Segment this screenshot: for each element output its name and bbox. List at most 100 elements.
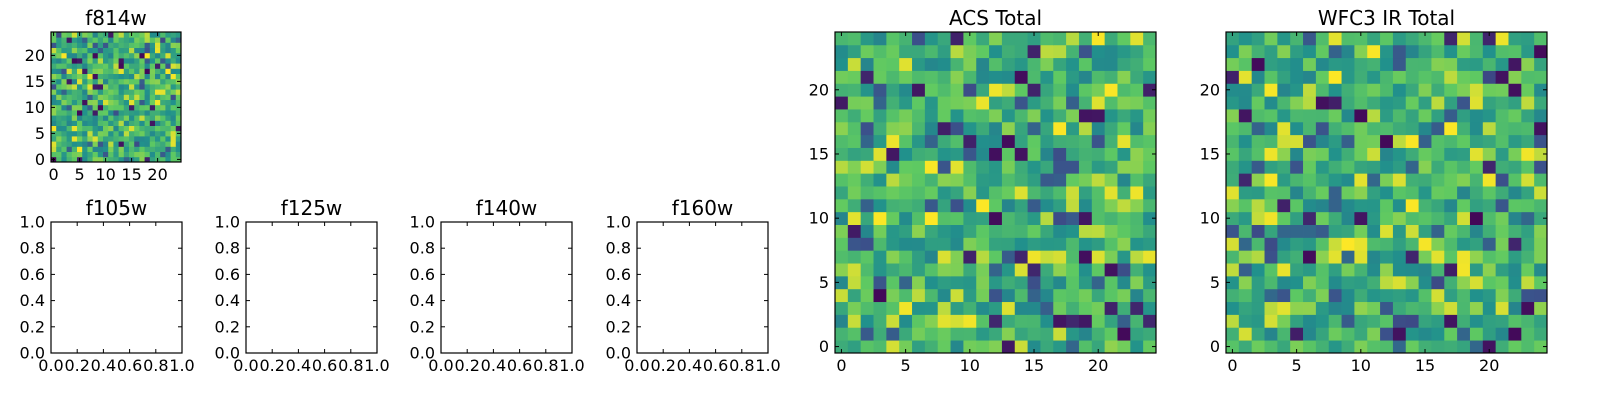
heatmap-cell [170,37,177,43]
heatmap-cell [1104,314,1118,328]
heatmap-cell [160,37,166,43]
heatmap-cell [1367,96,1381,110]
heatmap-cell [129,78,135,85]
heatmap-cell [1143,288,1157,303]
heatmap-cell [1405,173,1419,187]
heatmap-cell [1277,32,1291,46]
heatmap-cell [912,186,926,200]
heatmap-cell [1143,224,1157,238]
heatmap-cell [149,58,156,64]
heatmap-cell [123,84,130,90]
heatmap-cell [1431,70,1445,84]
heatmap-cell [149,63,156,69]
heatmap-cell [1367,340,1381,354]
heatmap-cell [1143,275,1157,290]
heatmap-cell [1290,57,1304,71]
heatmap-cell [886,57,900,71]
heatmap-cell [1226,314,1240,328]
heatmap-cell [847,198,862,213]
heatmap-cell [87,104,93,111]
heatmap-cell [129,73,135,80]
heatmap-cell [108,68,114,74]
heatmap-cell [1315,275,1330,290]
heatmap-cell [1290,109,1304,123]
heatmap-cell [149,42,156,48]
heatmap-cell [1444,250,1458,264]
heatmap-cell [924,288,939,303]
heatmap-cell [82,32,88,38]
heatmap-cell [1251,160,1265,174]
heatmap-cell [1303,44,1317,59]
heatmap-cell [61,125,67,132]
heatmap-cell [123,141,130,147]
x-tick-label: 1.0 [364,356,389,375]
heatmap-cell [144,78,151,85]
heatmap-cell [886,121,900,136]
heatmap-cell [77,89,83,95]
heatmap-cell [1091,121,1106,136]
heatmap-cell [1226,198,1240,213]
heatmap-cell [97,151,104,158]
heatmap-cell [165,125,171,132]
heatmap-cell [835,32,849,46]
heatmap-cell [1392,314,1407,328]
heatmap-cell [1469,44,1484,59]
heatmap-cell [1014,288,1028,303]
heatmap-cell [134,37,140,43]
heatmap-cell [847,250,862,264]
heatmap-cell [61,68,67,74]
heatmap-cell [160,104,166,111]
heatmap-cell [1367,314,1381,328]
heatmap-cell [847,57,862,71]
heatmap-cell [103,63,109,69]
heatmap-cell [108,37,114,43]
heatmap-cell [886,237,900,251]
heatmap-cell [1238,147,1253,161]
y-tick-label: 10 [809,209,829,228]
heatmap-cell [835,147,849,161]
heatmap-cell [139,63,145,69]
heatmap-cell [103,136,109,142]
heatmap-cell [1104,198,1118,213]
heatmap-cell [77,120,83,126]
heatmap-cell [103,47,109,54]
heatmap-cell [912,288,926,303]
heatmap-cell [51,146,57,152]
heatmap-cell [912,237,926,251]
heatmap-cell [912,57,926,71]
x-tick-label: 10 [960,356,980,375]
heatmap-cell [835,211,849,225]
heatmap-cell [134,104,140,111]
heatmap-cell [170,89,177,95]
heatmap-cell [1431,83,1445,97]
heatmap-cell [1418,327,1432,341]
heatmap-cell [1078,57,1093,71]
heatmap-cell [1405,250,1419,264]
heatmap-cell [847,109,862,123]
heatmap-cell [937,57,951,71]
heatmap-cell [1521,186,1535,200]
heatmap-cell [144,156,151,163]
heatmap-cell [1444,224,1458,238]
heatmap-cell [873,275,887,290]
heatmap-cell [1226,340,1240,354]
heatmap-cell [1380,57,1394,71]
heatmap-cells [51,32,182,163]
heatmap-cell [1104,250,1118,264]
heatmap-cell [1001,57,1016,71]
x-tick-label: 10 [95,165,115,184]
heatmap-cell [976,301,990,315]
heatmap-cell [847,211,862,225]
heatmap-cell [976,237,990,251]
heatmap-cell [1091,250,1106,264]
heatmap-cell [165,89,171,95]
heatmap-cell [899,70,913,84]
heatmap-cell [1354,32,1368,46]
heatmap-cell [71,73,78,80]
heatmap-cell [1040,250,1054,264]
heatmap-cell [1053,288,1067,303]
heatmap-cell [1328,173,1342,187]
heatmap-cell [66,73,73,80]
heatmap-cell [170,73,177,80]
